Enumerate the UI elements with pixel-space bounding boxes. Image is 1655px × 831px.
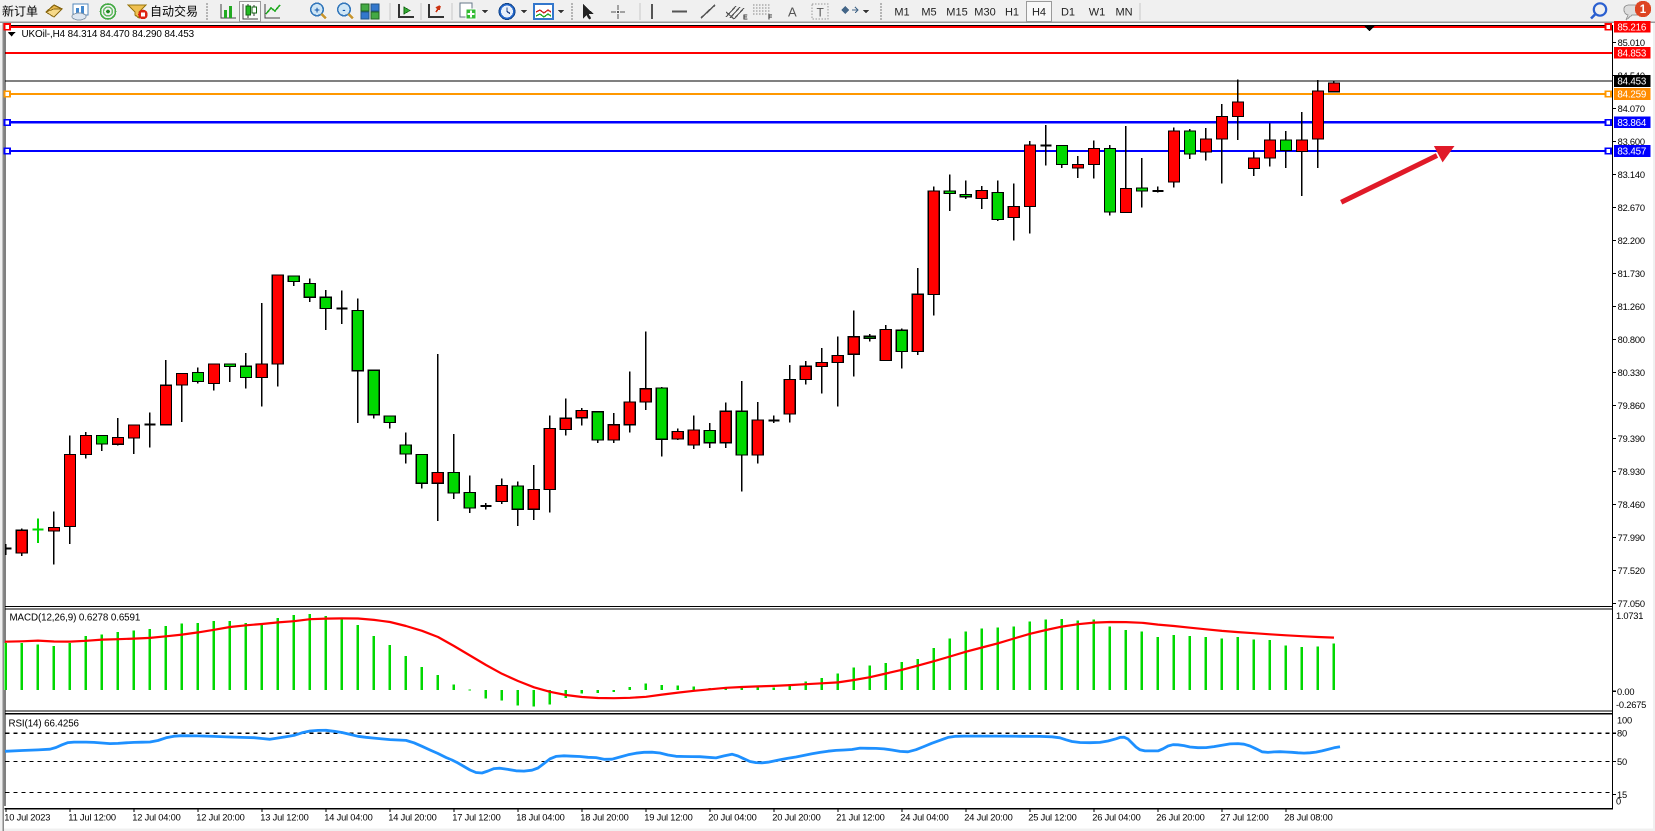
svg-text:T: T [817,6,825,20]
svg-text:1: 1 [1640,4,1647,16]
svg-text:84.259: 84.259 [1617,90,1646,101]
svg-text:10 Jul 2023: 10 Jul 2023 [4,813,50,823]
svg-text:M30: M30 [974,7,995,19]
svg-text:12 Jul 04:00: 12 Jul 04:00 [132,813,180,823]
svg-text:83.864: 83.864 [1617,118,1647,129]
svg-text:自动交易: 自动交易 [150,4,198,19]
svg-text:78.460: 78.460 [1618,500,1645,510]
svg-text:28 Jul 08:00: 28 Jul 08:00 [1284,813,1332,823]
svg-text:18 Jul 04:00: 18 Jul 04:00 [516,813,564,823]
svg-text:20 Jul 04:00: 20 Jul 04:00 [708,813,756,823]
svg-text:15: 15 [1617,790,1627,800]
svg-text:13 Jul 12:00: 13 Jul 12:00 [260,813,308,823]
svg-text:新订单: 新订单 [2,4,38,19]
svg-text:81.260: 81.260 [1618,302,1645,312]
svg-text:19 Jul 12:00: 19 Jul 12:00 [644,813,692,823]
svg-text:+: + [314,5,320,16]
svg-text:83.600: 83.600 [1618,137,1645,147]
svg-text:MACD(12,26,9) 0.6278 0.6591: MACD(12,26,9) 0.6278 0.6591 [10,612,141,623]
svg-text:25 Jul 12:00: 25 Jul 12:00 [1028,813,1076,823]
svg-text:E: E [743,15,748,22]
svg-text:83.140: 83.140 [1618,170,1645,180]
svg-text:78.930: 78.930 [1618,467,1645,477]
svg-text:W1: W1 [1089,7,1106,19]
svg-text:50: 50 [1617,757,1627,767]
svg-text:100: 100 [1617,716,1632,726]
svg-text:UKOil-,H4 84.314 84.470 84.29: UKOil-,H4 84.314 84.470 84.290 84.453 [22,29,195,40]
svg-text:82.670: 82.670 [1618,203,1645,213]
svg-text:26 Jul 04:00: 26 Jul 04:00 [1092,813,1140,823]
svg-text:80: 80 [1617,729,1627,739]
svg-text:85.216: 85.216 [1617,22,1647,33]
svg-text:24 Jul 04:00: 24 Jul 04:00 [900,813,948,823]
svg-text:H4: H4 [1032,7,1046,19]
svg-text:26 Jul 20:00: 26 Jul 20:00 [1156,813,1204,823]
svg-text:80.800: 80.800 [1618,335,1645,345]
svg-text:H1: H1 [1005,7,1019,19]
svg-text:84.453: 84.453 [1617,77,1647,88]
svg-text:-0.2675: -0.2675 [1616,700,1646,710]
svg-text:24 Jul 20:00: 24 Jul 20:00 [964,813,1012,823]
svg-text:81.730: 81.730 [1618,269,1645,279]
svg-text:83.457: 83.457 [1617,147,1646,158]
svg-text:77.520: 77.520 [1618,566,1645,576]
svg-text:-: - [342,5,345,16]
svg-text:A: A [788,5,797,20]
svg-text:M5: M5 [921,7,936,19]
svg-text:RSI(14) 66.4256: RSI(14) 66.4256 [9,718,80,729]
svg-text:0: 0 [1616,796,1621,806]
svg-text:0.00: 0.00 [1617,687,1634,697]
svg-text:77.050: 77.050 [1618,599,1645,609]
svg-text:14 Jul 04:00: 14 Jul 04:00 [324,813,372,823]
svg-text:12 Jul 20:00: 12 Jul 20:00 [196,813,244,823]
svg-text:84.853: 84.853 [1617,48,1647,59]
svg-text:M15: M15 [946,7,967,19]
svg-text:27 Jul 12:00: 27 Jul 12:00 [1220,813,1268,823]
svg-text:84.070: 84.070 [1618,104,1645,114]
svg-text:18 Jul 20:00: 18 Jul 20:00 [580,813,628,823]
svg-text:82.200: 82.200 [1618,236,1645,246]
svg-text:80.330: 80.330 [1618,368,1645,378]
svg-text:M1: M1 [894,7,909,19]
svg-text:17 Jul 12:00: 17 Jul 12:00 [452,813,500,823]
svg-text:79.390: 79.390 [1618,434,1645,444]
svg-text:79.860: 79.860 [1618,401,1645,411]
svg-text:11 Jul 12:00: 11 Jul 12:00 [68,813,116,823]
svg-text:77.990: 77.990 [1618,533,1645,543]
svg-text:85.010: 85.010 [1618,38,1645,48]
svg-text:14 Jul 20:00: 14 Jul 20:00 [388,813,436,823]
svg-text:1.0731: 1.0731 [1616,611,1643,621]
svg-text:20 Jul 20:00: 20 Jul 20:00 [772,813,820,823]
svg-text:21 Jul 12:00: 21 Jul 12:00 [836,813,884,823]
svg-text:D1: D1 [1061,7,1075,19]
svg-text:MN: MN [1115,7,1132,19]
svg-text:F: F [768,15,773,22]
